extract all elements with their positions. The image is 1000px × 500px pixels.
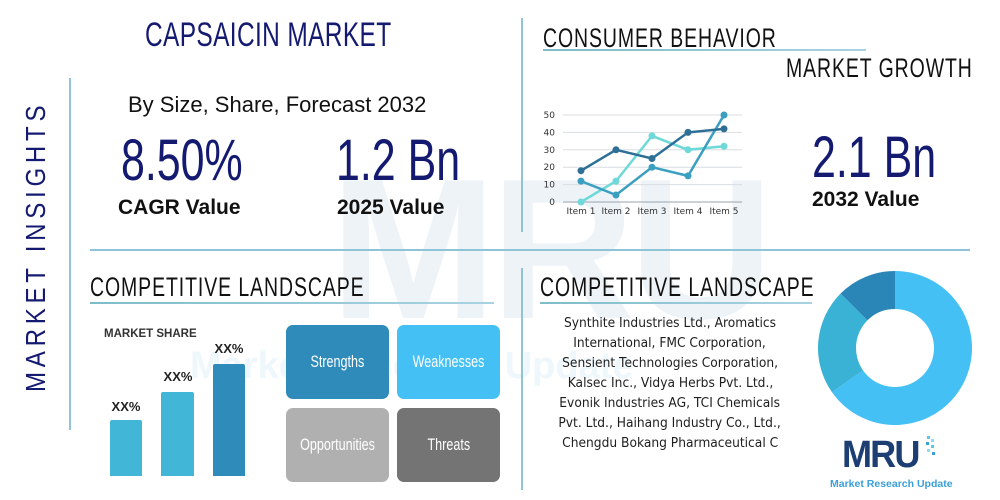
svg-text:10: 10 xyxy=(544,181,556,191)
series-2-line xyxy=(580,114,726,197)
side-divider xyxy=(69,78,71,430)
company-line: Evonik Industries AG, TCI Chemicals xyxy=(559,396,781,411)
market-share-bar-2 xyxy=(161,392,194,476)
value-2032-label: 2032 Value xyxy=(812,188,920,211)
company-line: Sensient Technologies Corporation, xyxy=(562,356,778,371)
value-2025: 1.2 Bn xyxy=(336,128,461,193)
series-2-points xyxy=(577,111,728,199)
market-growth-heading: MARKET GROWTH xyxy=(786,53,973,83)
svg-text:0: 0 xyxy=(549,198,555,208)
competitive-landscape-heading-right: COMPETITIVE LANDSCAPE xyxy=(540,272,815,302)
donut-slice-c xyxy=(840,271,895,321)
bar-value-1: XX% xyxy=(111,399,141,414)
consumer-behavior-heading: CONSUMER BEHAVIOR xyxy=(543,23,777,53)
swot-threats: Threats xyxy=(397,408,500,482)
row-divider xyxy=(90,249,970,251)
swot-weaknesses: Weaknesses xyxy=(397,325,500,399)
donut-slice-a xyxy=(831,271,973,425)
company-line: Pvt. Ltd., Haihang Industry Co., Ltd., xyxy=(558,416,782,431)
market-share-label: MARKET SHARE xyxy=(104,328,197,340)
value-2025-label: 2025 Value xyxy=(337,196,445,219)
svg-text:Item 2: Item 2 xyxy=(601,207,630,217)
donut-chart xyxy=(818,271,973,425)
market-share-bar-1 xyxy=(110,420,142,476)
market-share-bar-3 xyxy=(213,364,245,476)
bottom-column-divider xyxy=(521,268,523,490)
swot-opportunities: Opportunities xyxy=(286,408,389,482)
svg-text:Item 3: Item 3 xyxy=(637,207,666,217)
company-line: Kalsec Inc., Vidya Herbs Pvt. Ltd., xyxy=(567,376,773,391)
logo-dots-icon xyxy=(926,436,935,455)
company-line: International, FMC Corporation, xyxy=(573,336,767,351)
svg-text:50: 50 xyxy=(544,111,556,121)
line-chart: 50 40 30 20 10 0 Item 1 Item 2 Item 3 It… xyxy=(544,111,742,217)
company-line: Chengdu Bokang Pharmaceutical C xyxy=(561,436,779,451)
side-label: MARKET INSIGHTS xyxy=(20,100,51,392)
chart-x-axis-ticks: Item 1 Item 2 Item 3 Item 4 Item 5 xyxy=(566,207,738,217)
cagr-value: 8.50% xyxy=(121,128,243,193)
series-1-points xyxy=(577,125,728,175)
competitive-landscape-heading-left: COMPETITIVE LANDSCAPE xyxy=(90,272,365,302)
svg-text:20: 20 xyxy=(544,163,556,173)
subtitle: By Size, Share, Forecast 2032 xyxy=(128,92,427,117)
company-list: Synthite Industries Ltd., Aromatics Inte… xyxy=(540,314,800,454)
top-column-divider xyxy=(521,18,523,232)
company-line: Synthite Industries Ltd., Aromatics xyxy=(563,316,777,331)
svg-text:40: 40 xyxy=(544,128,556,138)
donut-slice-b xyxy=(818,293,868,393)
svg-text:Item 4: Item 4 xyxy=(673,207,702,217)
svg-text:Item 5: Item 5 xyxy=(709,207,738,217)
competitive-landscape-underline-right xyxy=(540,302,812,304)
svg-text:30: 30 xyxy=(544,146,556,156)
logo-name: Market Research Update xyxy=(830,478,953,490)
cagr-label: CAGR Value xyxy=(118,196,241,219)
chart-y-axis-ticks: 50 40 30 20 10 0 xyxy=(544,111,556,208)
bar-value-2: XX% xyxy=(163,369,193,384)
bar-value-3: XX% xyxy=(214,341,244,356)
swot-strengths: Strengths xyxy=(286,325,389,399)
series-3-points xyxy=(577,132,728,206)
consumer-behavior-underline xyxy=(543,49,866,51)
svg-text:Item 1: Item 1 xyxy=(566,207,595,217)
competitive-landscape-underline-left xyxy=(90,302,494,304)
logo-mark: MRU xyxy=(842,434,920,476)
value-2032: 2.1 Bn xyxy=(812,125,937,190)
page-title: CAPSAICIN MARKET xyxy=(145,16,392,54)
